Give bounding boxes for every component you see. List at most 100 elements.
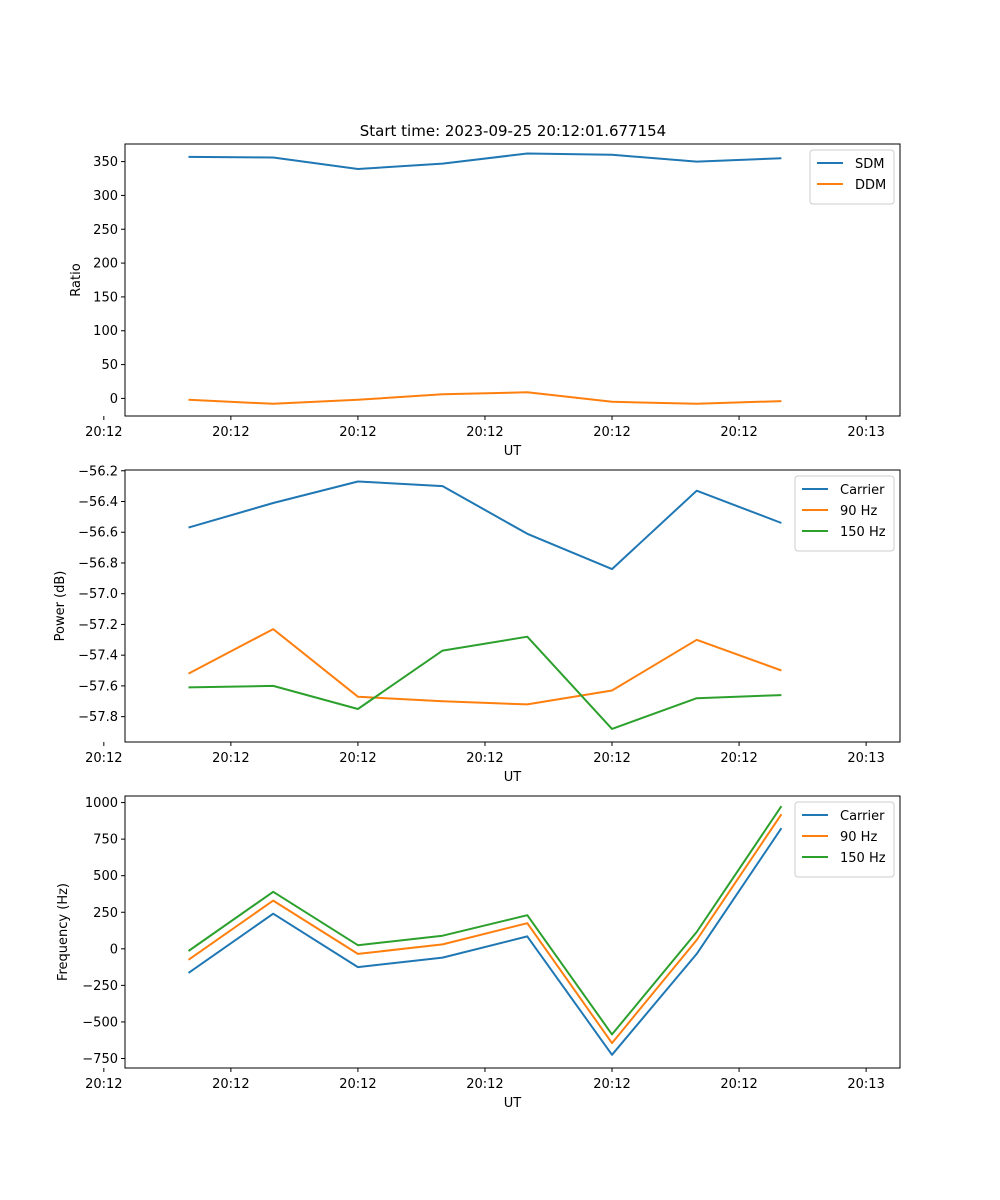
legend: SDM DDM (809, 149, 895, 205)
data-point (272, 502, 274, 504)
data-point (188, 673, 190, 675)
series-line-carrier (187, 827, 783, 1056)
x-axis-label: UT (504, 444, 522, 459)
x-tick-label: 20:13 (847, 425, 884, 440)
y-tick-label: 1000 (85, 796, 118, 811)
series-line-sdm (188, 152, 782, 170)
legend-label: Carrier (840, 809, 885, 824)
legend-label: DDM (855, 178, 886, 193)
data-point (357, 481, 359, 483)
data-point (780, 400, 782, 402)
data-point (611, 1033, 613, 1035)
legend: Carrier 90 Hz 150 Hz (794, 801, 895, 878)
data-point (696, 161, 698, 163)
data-point (526, 636, 528, 638)
data-point (442, 485, 444, 487)
data-point (696, 639, 698, 641)
x-tick-label: 20:12 (720, 1077, 757, 1092)
y-tick-label: −500 (82, 1015, 118, 1030)
x-tick-label: 20:12 (466, 751, 503, 766)
data-point (611, 154, 613, 156)
y-tick-label: −750 (82, 1052, 118, 1067)
data-point (696, 931, 698, 933)
legend-box (794, 475, 895, 552)
data-point (696, 403, 698, 405)
x-tick-label: 20:12 (85, 425, 122, 440)
series-line-90-hz (188, 628, 782, 706)
legend-label: Carrier (840, 483, 885, 498)
y-tick-label: −57.6 (78, 679, 118, 694)
data-point (357, 168, 359, 170)
data-point (526, 533, 528, 535)
data-point (780, 157, 782, 159)
x-tick-label: 20:12 (339, 1077, 376, 1092)
data-point (357, 966, 359, 968)
legend-label: SDM (855, 157, 884, 172)
x-tick-label: 20:12 (212, 425, 249, 440)
data-point (526, 922, 528, 924)
data-point (272, 403, 274, 405)
y-tick-label: 0 (110, 942, 118, 957)
data-point (442, 957, 444, 959)
y-tick-label: −57.2 (78, 618, 118, 633)
chart-panel-3: −750 −500 −250 0 250 500 750 1000 20:12 20:12 20:1… (56, 795, 901, 1111)
y-tick-label: 750 (93, 833, 118, 848)
x-tick-label: 20:12 (85, 751, 122, 766)
y-tick-label: 50 (101, 358, 118, 373)
y-tick-label: 100 (93, 324, 118, 339)
data-point (442, 700, 444, 702)
x-tick-label: 20:13 (847, 1077, 884, 1092)
y-tick-label: −57.4 (78, 649, 118, 664)
x-tick-label: 20:12 (466, 425, 503, 440)
x-tick-label: 20:12 (212, 1077, 249, 1092)
data-point (272, 913, 274, 915)
data-point (442, 650, 444, 652)
y-tick-label: 250 (93, 906, 118, 921)
data-point (272, 157, 274, 159)
series-line-ddm (188, 391, 782, 405)
y-tick-label: 250 (93, 223, 118, 238)
x-tick-label: 20:12 (339, 751, 376, 766)
y-axis-label: Frequency (Hz) (56, 883, 71, 981)
data-point (188, 959, 190, 961)
y-tick-label: 350 (93, 155, 118, 170)
y-tick-label: 500 (93, 869, 118, 884)
data-point (526, 152, 528, 154)
data-point (611, 568, 613, 570)
data-point (696, 490, 698, 492)
data-point (526, 935, 528, 937)
legend-box (794, 801, 895, 878)
data-point (357, 708, 359, 710)
data-point (188, 686, 190, 688)
series-line-150-hz (187, 805, 783, 1036)
data-point (442, 393, 444, 395)
data-point (611, 1042, 613, 1044)
x-tick-label: 20:13 (847, 751, 884, 766)
data-point (526, 914, 528, 916)
data-point (272, 891, 274, 893)
y-tick-label: 150 (93, 290, 118, 305)
x-axis-label: UT (504, 770, 522, 785)
x-tick-label: 20:12 (85, 1077, 122, 1092)
data-point (780, 522, 782, 524)
x-tick-label: 20:12 (339, 425, 376, 440)
data-point (780, 694, 782, 696)
data-point (357, 399, 359, 401)
data-point (442, 943, 444, 945)
data-point (526, 391, 528, 393)
series-line-90-hz (187, 813, 783, 1045)
plot-frame (124, 795, 901, 1069)
series-line-150-hz (188, 635, 782, 730)
x-tick-label: 20:12 (466, 1077, 503, 1092)
data-point (611, 1054, 613, 1056)
legend-label: 150 Hz (840, 525, 886, 540)
y-tick-label: −57.8 (78, 710, 118, 725)
data-point (696, 953, 698, 955)
y-axis-label: Power (dB) (53, 571, 68, 642)
data-point (272, 900, 274, 902)
x-tick-label: 20:12 (720, 425, 757, 440)
data-point (780, 813, 782, 815)
y-tick-label: 300 (93, 189, 118, 204)
y-tick-label: −56.2 (78, 464, 118, 479)
data-point (357, 944, 359, 946)
